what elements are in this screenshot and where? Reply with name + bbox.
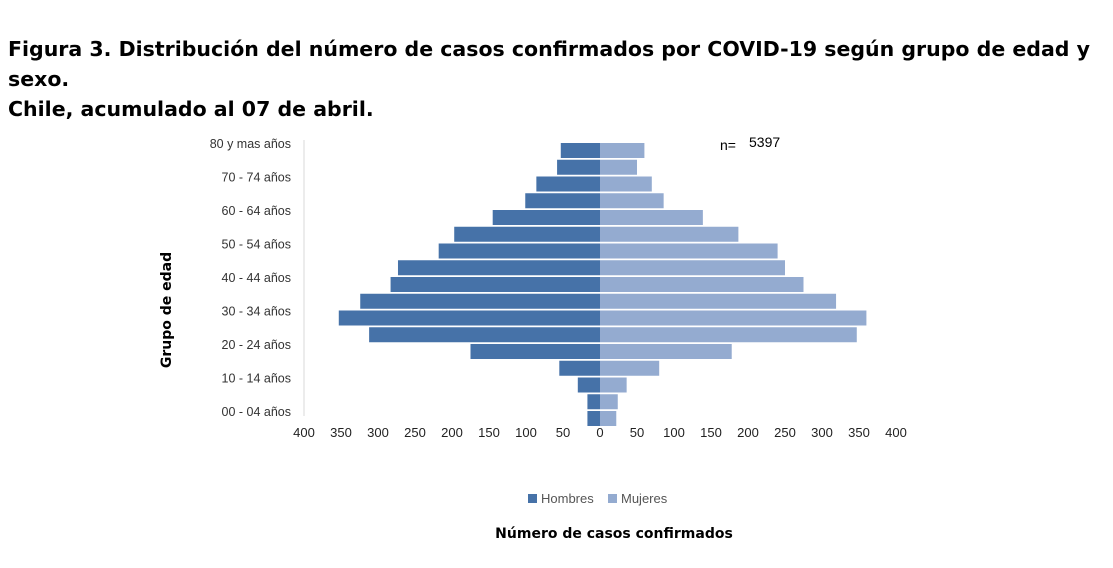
bar-hombres-00-04años [587, 411, 600, 426]
bar-mujeres-00-04años [600, 411, 617, 426]
legend-label-hombres: Hombres [541, 491, 594, 506]
x-tick-labels: 400 350 300 250 200 150 100 50 0 50 100 150 200 250 30… [293, 425, 907, 440]
y-tick-label: 10 - 14 años [222, 372, 292, 386]
legend: Hombres Mujeres [528, 491, 668, 506]
legend-swatch-hombres [528, 494, 537, 503]
bar-hombres-60-64años [492, 210, 600, 225]
x-tick-label: 0 [596, 425, 603, 440]
bar-mujeres-25-29años [600, 327, 857, 343]
bar-hombres-10-14años [577, 377, 600, 393]
bar-mujeres-50-54años [600, 243, 778, 259]
bar-mujeres-80ymasaños [600, 143, 645, 158]
figure-title-line-1: Figura 3. Distribución del número de cas… [8, 37, 1090, 91]
y-tick-label: 20 - 24 años [222, 338, 292, 352]
x-tick-label: 100 [515, 425, 537, 440]
bar-mujeres-40-44años [600, 277, 804, 292]
bar-mujeres-55-59años [600, 226, 739, 242]
bar-hombres-35-39años [360, 293, 600, 309]
bar-hombres-75-79años [557, 159, 600, 175]
y-tick-label: 30 - 34 años [222, 305, 292, 319]
sample-size-value: 5397 [749, 134, 780, 150]
bar-hombres-05-09años [587, 394, 600, 410]
x-tick-label: 400 [885, 425, 907, 440]
x-axis-title: Número de casos confirmados [495, 526, 733, 542]
x-tick-label: 50 [556, 425, 570, 440]
bar-mujeres-10-14años [600, 377, 627, 393]
x-tick-label: 200 [441, 425, 463, 440]
x-tick-label: 350 [330, 425, 352, 440]
x-tick-label: 400 [293, 425, 315, 440]
bar-hombres-50-54años [438, 243, 600, 259]
y-tick-label: 40 - 44 años [222, 271, 292, 285]
x-tick-label: 250 [404, 425, 426, 440]
y-tick-label: 80 y mas años [210, 137, 291, 151]
bar-hombres-65-69años [525, 193, 600, 209]
bar-mujeres-70-74años [600, 176, 652, 192]
y-tick-label: 50 - 54 años [222, 238, 292, 252]
sample-size-label: n= [720, 137, 736, 153]
x-tick-label: 300 [811, 425, 833, 440]
x-tick-label: 150 [478, 425, 500, 440]
x-tick-label: 300 [367, 425, 389, 440]
bar-mujeres-45-49años [600, 260, 785, 276]
x-tick-label: 50 [630, 425, 644, 440]
x-tick-label: 350 [848, 425, 870, 440]
bar-mujeres-20-24años [600, 344, 732, 359]
bar-hombres-40-44años [390, 277, 600, 292]
bar-hombres-55-59años [454, 226, 600, 242]
bar-mujeres-65-69años [600, 193, 664, 209]
bar-mujeres-35-39años [600, 293, 837, 309]
figure-title: Figura 3. Distribución del número de cas… [8, 34, 1103, 124]
legend-label-mujeres: Mujeres [621, 491, 668, 506]
bar-hombres-25-29años [369, 327, 600, 343]
bar-hombres-30-34años [338, 310, 600, 326]
bars-group [338, 143, 867, 426]
bar-hombres-70-74años [536, 176, 600, 192]
y-tick-labels: 00 - 04 años 10 - 14 años 20 - 24 años 30 -… [210, 137, 291, 419]
bar-mujeres-30-34años [600, 310, 867, 326]
figure-title-line-2: Chile, acumulado al 07 de abril. [8, 97, 374, 121]
x-tick-label: 250 [774, 425, 796, 440]
bar-hombres-45-49años [397, 260, 600, 276]
y-tick-label: 70 - 74 años [222, 171, 292, 185]
bar-mujeres-75-79años [600, 159, 637, 175]
x-tick-label: 100 [663, 425, 685, 440]
y-axis-title: Grupo de edad [159, 252, 175, 368]
legend-swatch-mujeres [608, 494, 617, 503]
bar-mujeres-60-64años [600, 210, 703, 225]
bar-hombres-20-24años [470, 344, 600, 359]
bar-hombres-80ymasaños [560, 143, 600, 158]
bar-mujeres-05-09años [600, 394, 618, 410]
bar-mujeres-15-19años [600, 360, 660, 376]
bar-hombres-15-19años [559, 360, 600, 376]
x-tick-label: 150 [700, 425, 722, 440]
y-tick-label: 60 - 64 años [222, 204, 292, 218]
x-tick-label: 200 [737, 425, 759, 440]
y-tick-label: 00 - 04 años [222, 405, 292, 419]
